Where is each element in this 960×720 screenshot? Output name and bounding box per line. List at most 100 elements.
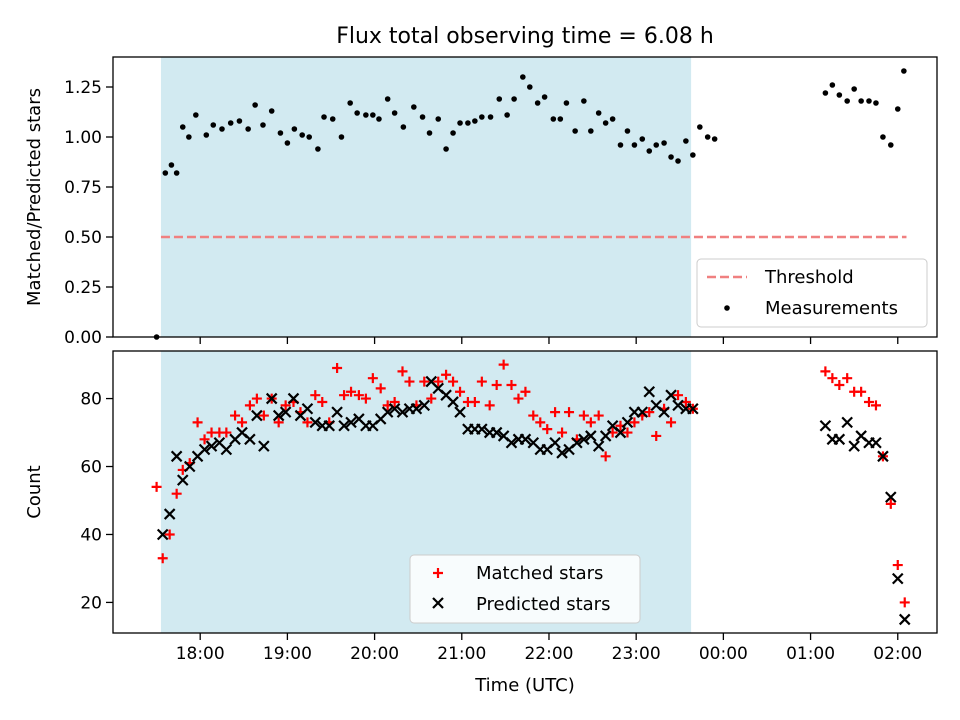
predicted-star-point [381,406,394,418]
predicted-star-point [571,436,583,449]
matched-star-point [455,386,466,397]
matched-star-point [404,376,415,387]
measurement-point [697,124,703,130]
predicted-star-point [205,440,218,452]
top-xticks [199,337,899,344]
matched-star-point [273,417,284,428]
matched-star-point [827,373,838,384]
measurement-point [219,126,225,132]
measurement-point [711,136,718,142]
x-axis-label: Time (UTC) [474,675,575,696]
measurement-point [252,102,258,108]
y-tick-label: 1.00 [64,128,102,148]
measurement-point [631,142,638,148]
matched-star-point [528,410,539,421]
predicted-star-point [592,440,605,452]
matched-star-point [673,390,684,401]
matched-star-point [469,396,480,407]
measurement-point [465,120,471,126]
matched-star-point [332,362,343,373]
x-tick-label: 18:00 [176,644,225,664]
measurement-point [595,110,602,116]
matched-star-point [600,451,611,462]
predicted-star-point [220,443,233,456]
matched-star-point [317,396,328,407]
measurement-point [203,132,210,138]
measurement-point [370,112,376,118]
bottom-panel: 20 40 60 80 18:00 19:00 20:00 21:00 22:00 23:00 0… [24,350,938,696]
matched-star-point [856,386,867,397]
predicted-star-point [447,396,459,408]
predicted-star-point [643,385,656,398]
x-tick-label: 22:00 [524,644,573,664]
matched-star-point [448,376,459,387]
measurement-point [624,128,631,134]
legend-predicted-label: Predicted stars [476,594,610,615]
measurement-point [894,106,901,112]
x-tick-label: 01:00 [786,644,835,664]
y-tick-label: 0.25 [64,278,102,298]
measurement-point [306,134,312,140]
top-yticks: 0.00 0.25 0.50 0.75 1.00 1.25 [64,78,113,348]
top-y-axis-label: Matched/Predicted stars [24,88,45,306]
matched-star-point [666,417,677,428]
predicted-star-point [156,528,169,541]
predicted-star-point [170,450,183,463]
measurement-point [299,132,306,138]
predicted-star-point [599,430,612,442]
matched-star-point [244,400,255,411]
measurement-point [541,94,548,100]
matched-star-point [426,393,437,404]
measurement-point [511,96,517,102]
predicted-star-point [505,436,518,449]
matched-star-point [513,393,524,404]
measurement-point [668,154,674,160]
matched-star-point [157,553,168,564]
x-tick-label: 23:00 [612,644,661,664]
matched-star-point [892,560,903,571]
matched-star-point [842,373,853,384]
measurement-point [504,112,510,118]
measurement-point [887,142,894,148]
measurement-point [844,98,850,104]
predicted-star-point [454,406,466,418]
predicted-star-point [323,419,336,432]
matched-star-point [441,369,452,380]
matched-star-point [578,410,589,421]
matched-star-point [397,366,408,377]
x-tick-label: 20:00 [350,644,399,664]
bottom-xticks: 18:00 19:00 20:00 21:00 22:00 23:00 00:00 01:00… [176,633,922,664]
legend-measurements-label: Measurements [765,298,898,319]
top-shaded-span [160,57,692,337]
measurement-point [315,146,321,152]
matched-star-point [863,396,874,407]
measurement-point [291,126,298,132]
measurement-point [646,148,653,154]
predicted-star-point [279,406,292,418]
predicted-star-point [244,433,256,446]
measurement-point [858,98,864,104]
matched-star-point [476,376,487,387]
measurement-point [617,142,624,148]
measurement-point [683,138,689,144]
matched-star-point [820,366,831,377]
measurement-point [457,120,463,126]
measurement-point [675,158,681,164]
predicted-star-point [885,491,897,503]
matched-star-point [151,481,162,492]
matched-star-point [171,488,182,499]
matched-star-point [885,498,896,509]
predicted-star-point [870,436,882,449]
predicted-star-point [388,402,401,415]
x-glyph [432,597,444,609]
predicted-star-point [658,406,670,418]
matched-star-point [644,407,655,418]
measurement-point [550,116,557,122]
measurement-point [391,110,398,116]
predicted-star-point [556,447,568,459]
measurement-point [520,74,526,80]
measurement-point [162,170,169,176]
matched-star-point [433,376,444,387]
measurement-point [639,136,646,142]
matched-star-point [367,373,378,384]
